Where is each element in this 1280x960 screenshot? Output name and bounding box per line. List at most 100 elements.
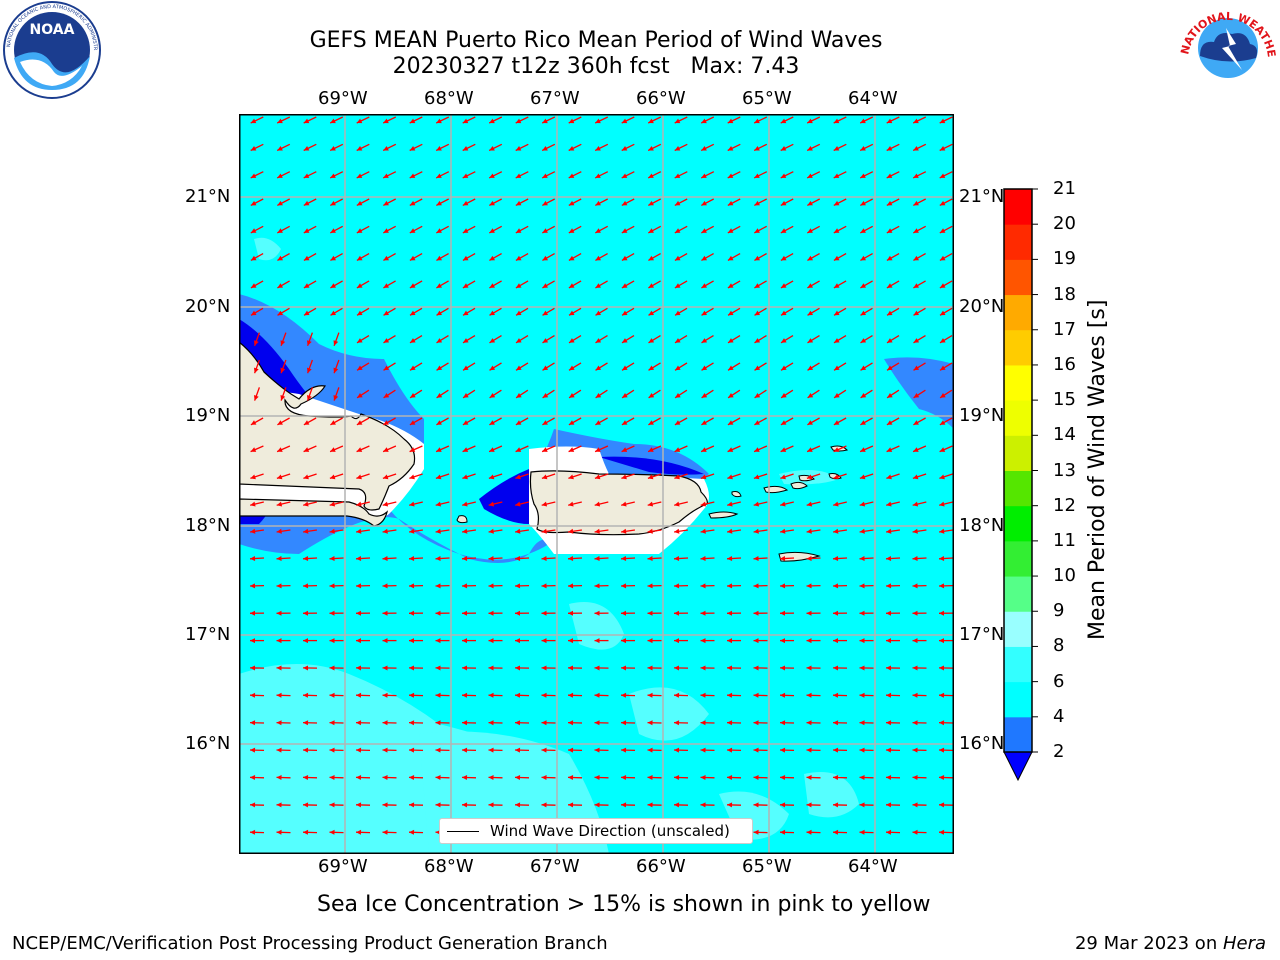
wind-wave-arrowhead <box>621 747 627 753</box>
wind-wave-arrowhead <box>648 146 654 151</box>
wind-wave-arrowhead <box>356 720 362 726</box>
wind-wave-arrowhead <box>886 255 893 261</box>
lat-label-right: 20°N <box>959 296 1005 317</box>
map-legend: Wind Wave Direction (unscaled) <box>439 818 753 844</box>
wind-wave-arrowhead <box>488 556 494 561</box>
wind-wave-arrowhead <box>939 775 945 780</box>
wind-wave-arrowhead <box>860 228 866 233</box>
wind-wave-arrowhead <box>409 775 415 780</box>
wind-wave-arrowhead <box>754 118 760 124</box>
wind-wave-arrowhead <box>622 338 628 343</box>
wind-wave-arrowhead <box>356 638 361 644</box>
noaa-logo-text: NOAA <box>30 22 75 38</box>
wind-wave-arrowhead <box>886 638 891 644</box>
wind-wave-arrowhead <box>594 720 600 726</box>
wind-wave-arrowhead <box>409 228 416 233</box>
footer-date-text: 29 Mar 2023 on <box>1074 933 1223 954</box>
wind-wave-arrowhead <box>833 501 839 507</box>
wind-wave-arrowhead <box>700 474 707 480</box>
wind-wave-arrowhead <box>303 200 310 206</box>
wind-wave-arrowhead <box>462 474 468 480</box>
wind-wave-arrowhead <box>276 720 282 726</box>
wind-wave-arrowhead <box>409 802 415 808</box>
wind-wave-arrowhead <box>647 638 653 644</box>
wind-wave-arrowhead <box>383 200 389 206</box>
wind-wave-arrowhead <box>303 501 309 507</box>
wind-wave-arrowhead <box>595 338 602 343</box>
colorbar-band <box>1004 400 1032 436</box>
wind-wave-arrowhead <box>833 583 839 589</box>
wind-wave-arrowhead <box>939 528 945 534</box>
wind-wave-arrowhead <box>516 338 522 343</box>
wind-wave-arrowhead <box>250 583 256 589</box>
wind-wave-arrowhead <box>462 173 469 178</box>
wind-wave-arrowhead <box>595 200 601 206</box>
map-frame <box>239 114 954 854</box>
wind-wave-arrowhead <box>303 802 309 808</box>
wind-wave-arrowhead <box>701 393 708 398</box>
wind-wave-arrowhead <box>674 775 680 780</box>
wind-wave-arrowhead <box>357 365 363 371</box>
wind-wave-arrowhead <box>303 583 309 589</box>
wind-wave-arrowhead <box>859 775 865 780</box>
wind-wave-arrowhead <box>622 365 628 371</box>
wind-wave-arrowhead <box>594 802 600 808</box>
wind-wave-arrowhead <box>356 447 363 452</box>
lat-label-right: 21°N <box>959 186 1005 207</box>
wind-wave-arrowhead <box>807 447 813 452</box>
wind-wave-arrowhead <box>833 802 839 808</box>
wind-wave-arrowhead <box>329 501 336 507</box>
colorbar-band <box>1004 364 1032 401</box>
wind-wave-arrowhead <box>303 173 310 178</box>
wind-wave-arrowhead <box>541 610 547 616</box>
wind-wave-arrowhead <box>383 228 389 233</box>
wind-wave-arrowhead <box>886 173 893 178</box>
wind-wave-arrowhead <box>913 447 919 452</box>
wind-wave-arrowhead <box>912 528 918 534</box>
wind-wave-arrowhead <box>383 118 389 124</box>
wind-wave-arrowhead <box>595 118 601 124</box>
wind-wave-arrowhead <box>409 255 416 261</box>
wind-wave-arrowhead <box>912 474 919 480</box>
wind-wave-arrowhead <box>806 665 812 671</box>
wind-wave-arrowhead <box>276 556 282 561</box>
wind-wave-arrowhead <box>648 310 654 316</box>
wind-wave-arrowhead <box>780 638 785 644</box>
wind-wave-arrowhead <box>356 474 362 480</box>
wind-wave-arrowhead <box>595 447 601 452</box>
wind-wave-arrowhead <box>781 338 787 343</box>
wind-wave-arrowhead <box>568 283 575 288</box>
wind-wave-arrowhead <box>568 228 575 233</box>
wind-wave-arrowhead <box>727 474 733 480</box>
lon-label-bottom: 66°W <box>636 856 686 877</box>
wind-wave-arrowhead <box>754 255 760 261</box>
wind-wave-arrowhead <box>886 146 893 151</box>
wind-wave-arrowhead <box>594 638 600 644</box>
wind-wave-arrowhead <box>912 665 918 671</box>
wind-wave-arrowhead <box>462 610 467 616</box>
wind-wave-arrowhead <box>542 310 548 316</box>
wind-wave-arrowhead <box>780 802 786 808</box>
wind-wave-arrowhead <box>674 692 680 698</box>
wind-wave-arrowhead <box>859 638 865 644</box>
colorbar-tick-label: 17 <box>1053 318 1076 340</box>
wind-wave-arrowhead <box>674 556 680 561</box>
wind-wave-arrowhead <box>621 556 627 561</box>
wind-wave-arrowhead <box>886 118 893 124</box>
wind-wave-arrowhead <box>280 395 286 401</box>
wind-wave-arrowhead <box>622 310 628 316</box>
wind-wave-arrowhead <box>515 146 522 151</box>
wind-wave-arrowhead <box>912 720 918 726</box>
footer-host: Hera <box>1222 933 1266 954</box>
colorbar-band <box>1004 224 1032 260</box>
wind-wave-arrowhead <box>277 118 283 124</box>
wind-wave-arrowhead <box>912 775 918 780</box>
wind-wave-arrowhead <box>648 447 654 452</box>
wind-wave-arrowhead <box>621 692 627 698</box>
wind-wave-arrowhead <box>488 583 494 589</box>
footer-date: 29 Mar 2023 on Hera <box>1075 933 1266 955</box>
wind-wave-arrowhead <box>780 583 786 589</box>
wind-wave-arrowhead <box>250 118 257 124</box>
wind-wave-arrowhead <box>621 228 628 233</box>
wind-wave-arrowhead <box>647 528 653 534</box>
